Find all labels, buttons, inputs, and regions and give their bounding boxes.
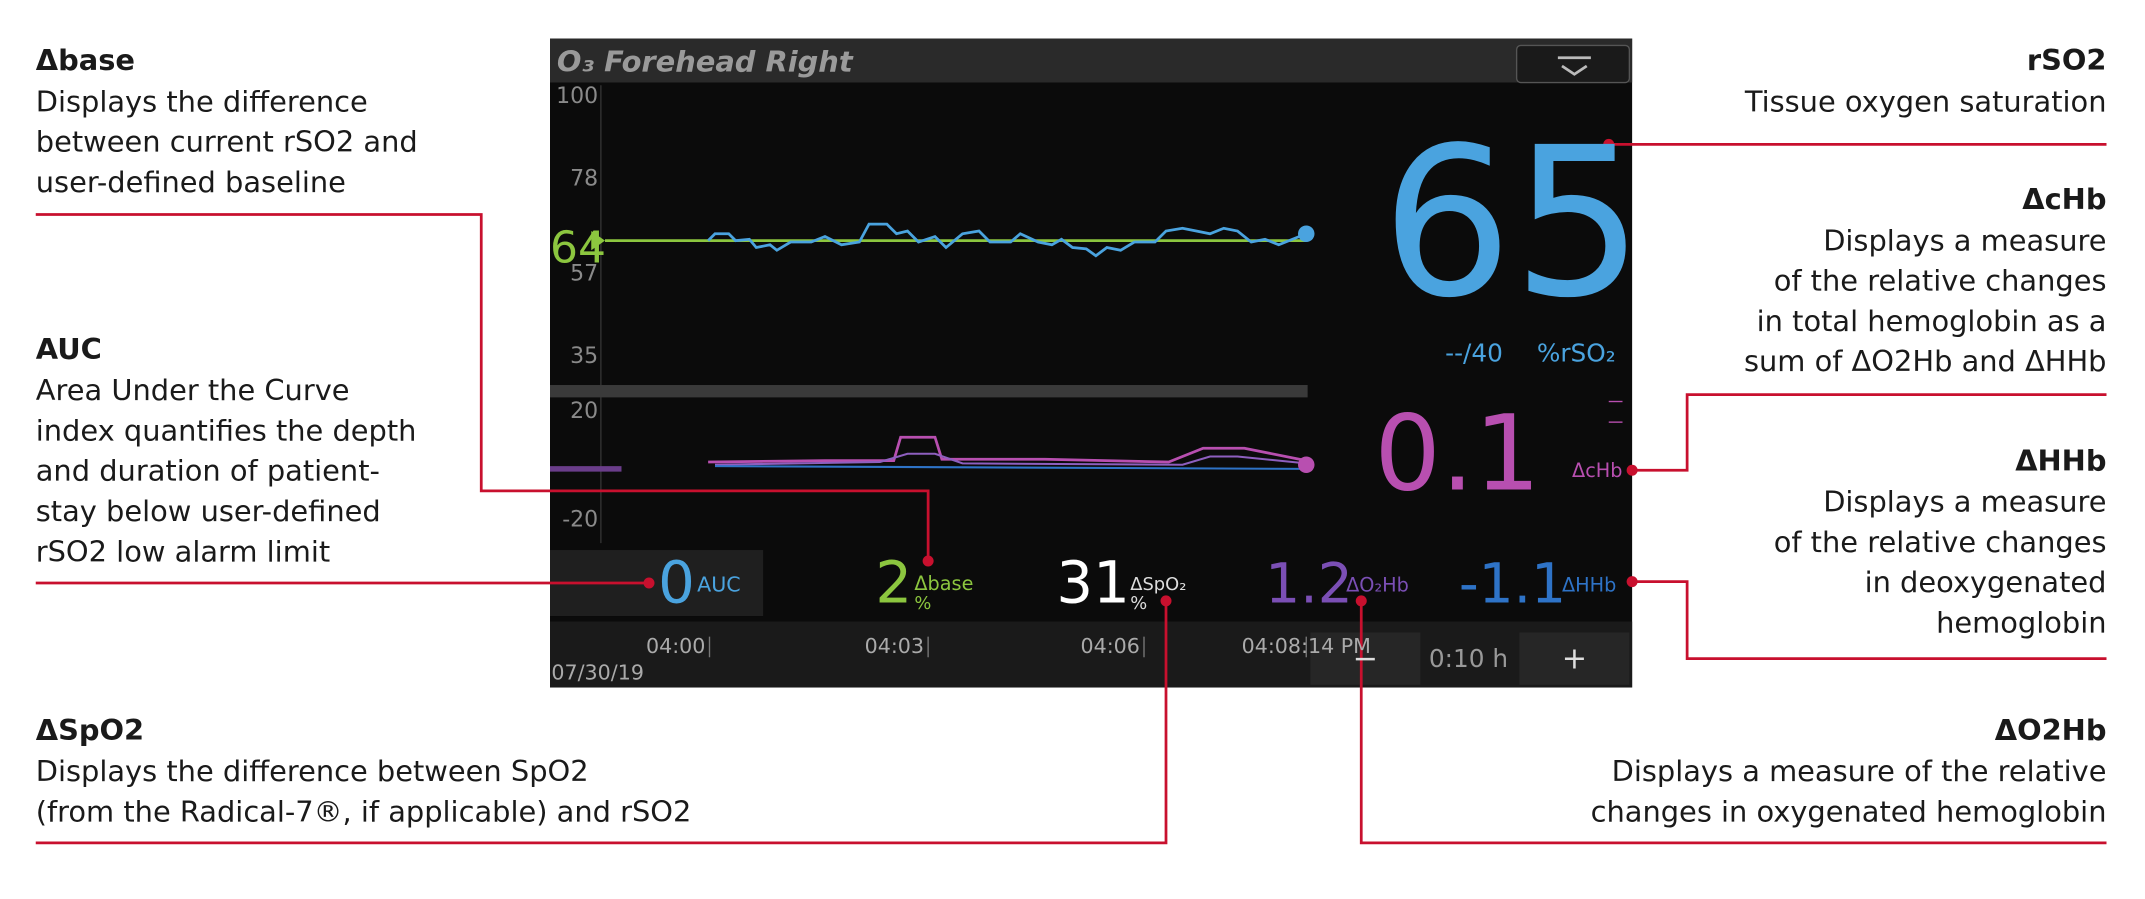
baseline-marker [591,231,605,251]
annotation-title: ΔHHb [2015,443,2106,477]
chb-label: ΔcHb [1572,459,1622,482]
annotation-text: Displays a measure of the relative [1612,754,2107,788]
time-label: 04:08:14 PM [1242,634,1371,658]
annotation-text: of the relative changes [1774,264,2107,298]
annotation-text: between current rSO2 and [36,125,418,159]
auc-label: AUC [697,572,741,596]
header-bar [550,38,1633,83]
annotation-title: ΔO2Hb [1995,713,2107,747]
o2hb-label: ΔO₂Hb [1346,573,1409,596]
annotation-text: rSO2 low alarm limit [36,534,330,568]
zoom-out-button[interactable] [1310,632,1421,685]
rso2-unit: %rSO₂ [1537,339,1616,368]
axis-label: 100 [556,84,598,109]
baseline-value: 64 [550,223,606,274]
span-label: 0:10 h [1429,644,1508,673]
axis-label: 20 [570,399,598,424]
alarm-limits: --/40 [1445,339,1503,368]
time-label: 04:00 [646,634,705,658]
axis-label: -20 [562,508,598,533]
screen-title: O₃ Forehead Right [557,45,854,79]
monitor-screen [550,38,1633,688]
annotation-text: Area Under the Curve [36,373,350,407]
zoom-out-label[interactable]: − [1353,641,1378,676]
time-label: 04:06 [1080,634,1139,658]
o2hb-value: 1.2 [1265,551,1352,615]
hhb-value: -1.1 [1459,551,1566,615]
dbase-unit: % [914,593,931,614]
annotation-text: Tissue oxygen saturation [1744,84,2107,118]
zoom-in-button[interactable] [1519,632,1630,685]
annotation-text: Displays a measure [1823,223,2106,257]
annotation-text: index quantifies the depth [36,413,417,447]
o2hb-trace [714,452,1307,466]
rso2-dot [1298,225,1315,243]
dbase-label: Δbase [914,572,973,595]
annotation-text: sum of ΔO2Hb and ΔHHb [1744,344,2107,378]
annotation-text: changes in oxygenated hemoglobin [1591,794,2107,828]
annotation-text: in deoxygenated [1865,565,2107,599]
annotation-title: rSO2 [2027,43,2107,77]
annotation-title: Δbase [36,43,135,77]
axis-label: 57 [570,262,598,287]
rso2-value: 65 [1381,103,1643,343]
date-label: 07/30/19 [551,660,644,684]
leader-lines [35,138,2107,845]
hhb-label: ΔHHb [1562,573,1616,596]
hhb-trace [714,465,1307,470]
annotation-text: user-defined baseline [36,165,346,199]
dspo2-value: 31 [1056,548,1130,616]
annotation-text: of the relative changes [1774,525,2107,559]
annotation-title: ΔcHb [2022,182,2106,216]
dspo2-unit: % [1130,593,1147,614]
annotation-text: in total hemoglobin as a [1757,304,2107,338]
time-bar [550,621,1633,688]
annotation-text: and duration of patient- [36,454,380,488]
chb-dot [1298,456,1315,474]
axis-label: 78 [570,167,598,192]
auc-value: 0 [658,548,695,616]
annotation-text: hemoglobin [1936,605,2106,639]
separator [550,385,1308,398]
chb-value: 0.1 [1374,393,1540,515]
annotation-text: Displays the difference between SpO2 [36,754,589,788]
chb-trace [708,435,1307,464]
trace-stub [550,466,622,472]
menu-button[interactable] [1515,44,1631,84]
zoom-in-label[interactable]: + [1562,641,1587,676]
annotation-text: (from the Radical-7®, if applicable) and… [36,794,692,828]
annotation-text: Displays a measure [1823,485,2106,519]
dspo2-label: ΔSpO₂ [1130,574,1186,595]
rso2-trace [707,222,1307,258]
menu-icon [1557,56,1591,76]
annotation-text: Displays the difference [36,84,368,118]
annotation-text: stay below user-defined [36,494,381,528]
axis-label: 35 [570,344,598,369]
dbase-value: 2 [875,548,912,616]
time-label: 04:03 [865,634,924,658]
annotation-title: ΔSpO2 [36,713,144,747]
annotation-title: AUC [36,332,102,366]
time-ticks [708,636,1307,658]
